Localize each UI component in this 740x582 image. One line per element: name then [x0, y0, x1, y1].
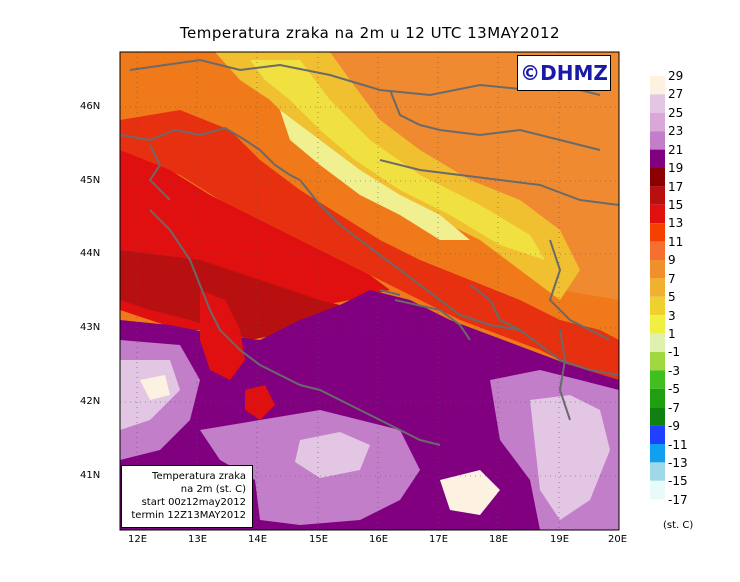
lon-label: 20E — [608, 534, 628, 545]
colorbar — [650, 76, 665, 500]
colorbar-units: (st. C) — [663, 520, 694, 531]
colorbar-label: -1 — [668, 345, 680, 359]
colorbar-label: 15 — [668, 198, 684, 212]
colorbar-label: 19 — [668, 161, 684, 175]
colorbar-label: -17 — [668, 493, 688, 507]
colorbar-label: -13 — [668, 456, 688, 470]
colorbar-label: 7 — [668, 272, 676, 286]
lat-label: 42N — [80, 396, 101, 407]
colorbar-label: 13 — [668, 216, 684, 230]
map-title: Temperatura zraka na 2m u 12 UTC 13MAY20… — [179, 24, 561, 42]
colorbar-label: 1 — [668, 327, 676, 341]
colorbar-label: -11 — [668, 438, 688, 452]
colorbar-label: 17 — [668, 180, 684, 194]
colorbar-label: -3 — [668, 364, 680, 378]
lon-label: 15E — [309, 534, 329, 545]
lat-label: 44N — [80, 248, 101, 259]
plot-frame — [119, 51, 620, 531]
lon-label: 19E — [550, 534, 570, 545]
lat-label: 46N — [80, 101, 101, 112]
lat-label: 43N — [80, 322, 101, 333]
lon-label: 18E — [489, 534, 509, 545]
lon-label: 13E — [188, 534, 208, 545]
lon-label: 14E — [248, 534, 268, 545]
coastlines-borders — [120, 58, 619, 446]
info-box: Temperatura zraka na 2m (st. C) start 00… — [121, 465, 253, 528]
colorbar-label: 21 — [668, 143, 684, 157]
dhmz-logo: ©DHMZ — [517, 55, 611, 91]
lon-label: 16E — [369, 534, 389, 545]
lat-label: 41N — [80, 470, 101, 481]
colorbar-label: 9 — [668, 253, 676, 267]
colorbar-label: -7 — [668, 401, 680, 415]
colorbar-label: 3 — [668, 309, 676, 323]
lon-label: 12E — [128, 534, 148, 545]
info-line: termin 12Z13MAY2012 — [131, 510, 246, 521]
colorbar-label: 27 — [668, 87, 684, 101]
colorbar-label: -15 — [668, 474, 688, 488]
colorbar-label: -5 — [668, 382, 680, 396]
colorbar-label: -9 — [668, 419, 680, 433]
colorbar-label: 23 — [668, 124, 684, 138]
info-line: Temperatura zraka — [152, 471, 246, 482]
colorbar-label: 29 — [668, 69, 684, 83]
colorbar-label: 5 — [668, 290, 676, 304]
lat-label: 45N — [80, 175, 101, 186]
colorbar-label: 25 — [668, 106, 684, 120]
lon-label: 17E — [429, 534, 449, 545]
info-line: start 00z12may2012 — [141, 497, 246, 508]
temperature-field — [120, 52, 619, 530]
colorbar-label: 11 — [668, 235, 684, 249]
info-line: na 2m (st. C) — [180, 484, 246, 495]
graticule — [120, 52, 619, 530]
